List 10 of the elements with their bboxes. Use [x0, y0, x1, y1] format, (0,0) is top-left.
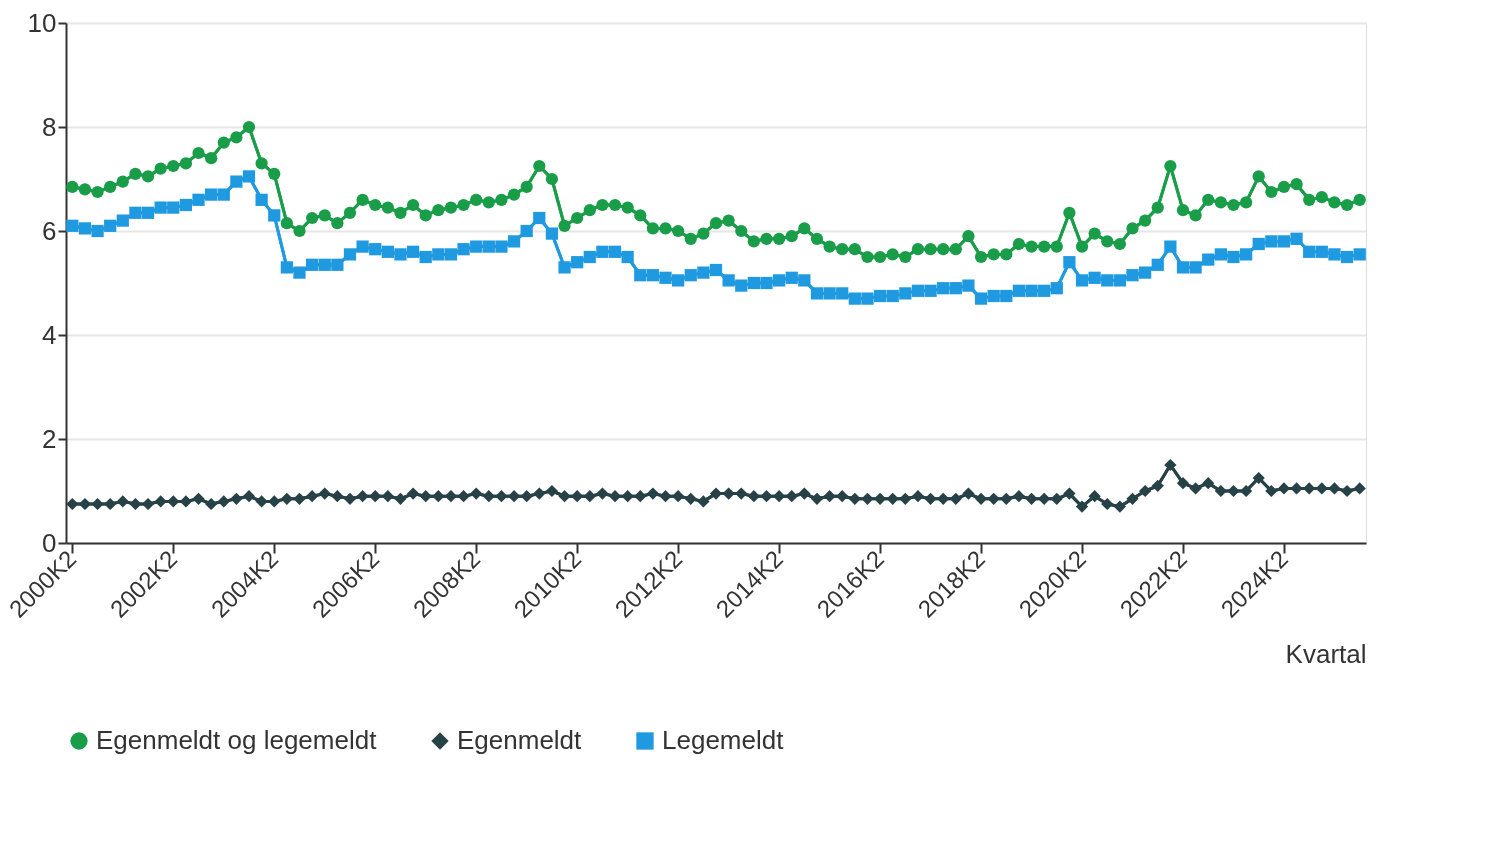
- y-tick-label: 6: [42, 215, 57, 246]
- y-tick-label: 10: [27, 7, 57, 38]
- y-tick-label: 0: [42, 527, 57, 558]
- y-tick-label: 8: [42, 111, 57, 142]
- legend-label: Egenmeldt og legemeldt: [96, 725, 378, 755]
- y-tick-label: 4: [42, 319, 57, 350]
- legend-label: Egenmeldt: [457, 725, 583, 755]
- y-tick-label: 2: [42, 423, 57, 454]
- legend-label: Legemeldt: [662, 725, 785, 755]
- x-axis-title: Kvartal: [1285, 639, 1367, 670]
